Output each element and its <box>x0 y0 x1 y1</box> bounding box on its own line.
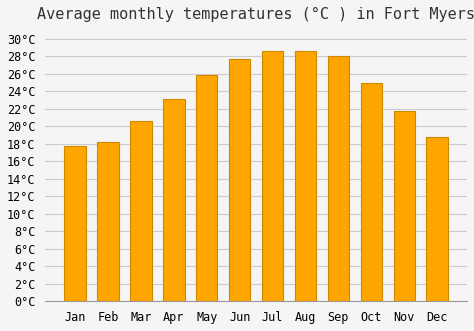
Bar <box>229 59 250 301</box>
Bar <box>196 75 218 301</box>
Bar <box>393 111 415 301</box>
Title: Average monthly temperatures (°C ) in Fort Myers: Average monthly temperatures (°C ) in Fo… <box>37 7 474 22</box>
Bar <box>130 121 152 301</box>
Bar <box>262 51 283 301</box>
Bar <box>328 56 349 301</box>
Bar <box>97 142 118 301</box>
Bar <box>64 146 86 301</box>
Bar <box>295 51 316 301</box>
Bar <box>163 99 184 301</box>
Bar <box>427 137 448 301</box>
Bar <box>361 82 382 301</box>
